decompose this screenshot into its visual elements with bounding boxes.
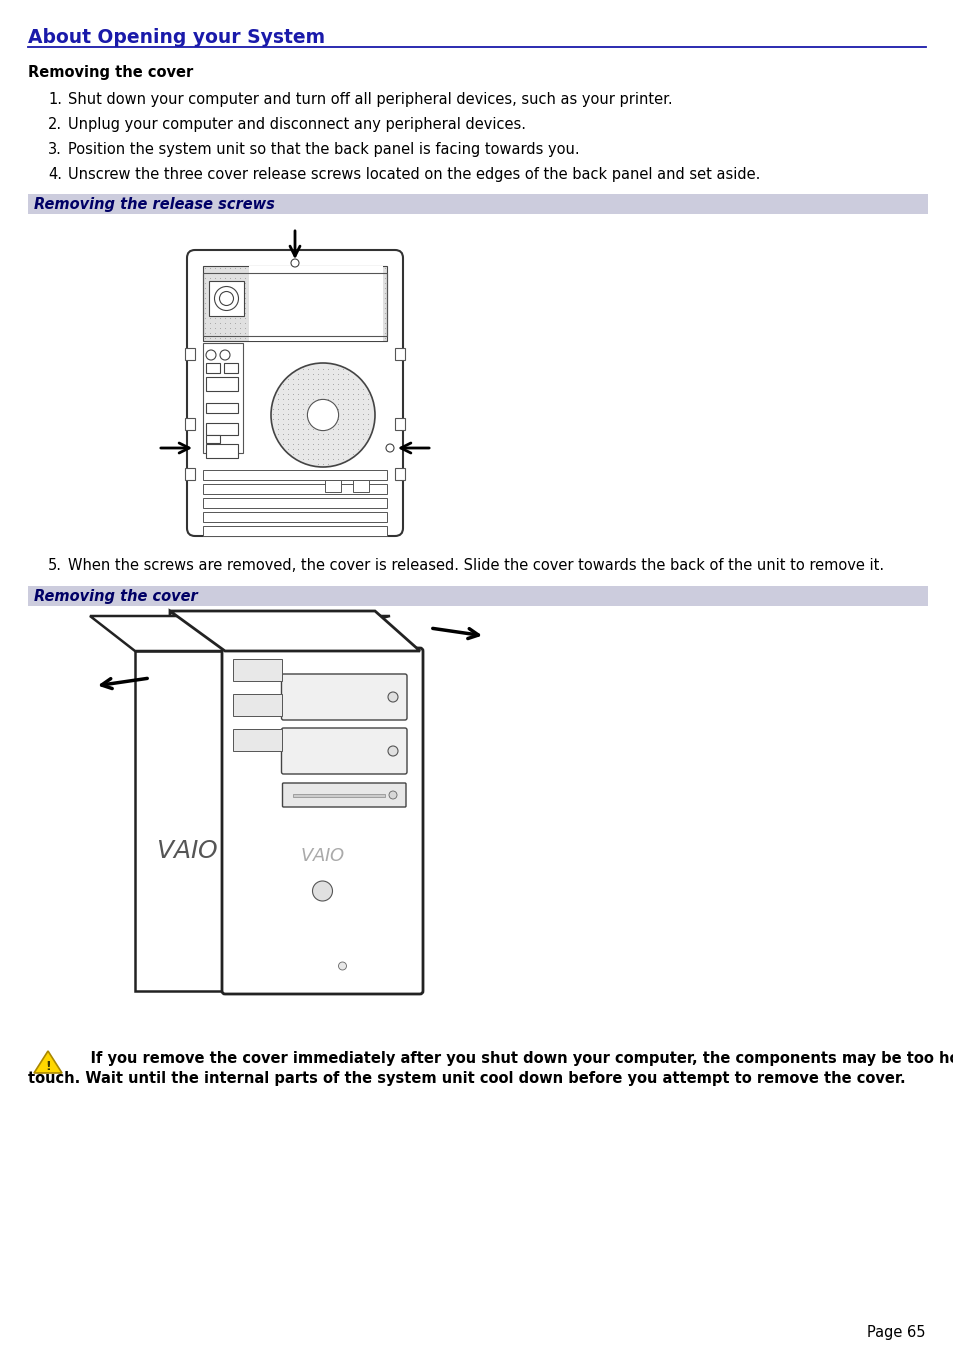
FancyBboxPatch shape: [281, 728, 407, 774]
Text: 4.: 4.: [48, 168, 62, 182]
Bar: [185, 349, 194, 359]
Bar: [203, 273, 387, 336]
Text: Unscrew the three cover release screws located on the edges of the back panel an: Unscrew the three cover release screws l…: [68, 168, 760, 182]
Bar: [353, 480, 369, 492]
Bar: [203, 526, 387, 536]
Bar: [206, 363, 220, 373]
FancyBboxPatch shape: [187, 250, 402, 536]
Text: !: !: [45, 1059, 51, 1073]
FancyBboxPatch shape: [282, 784, 406, 807]
Text: When the screws are removed, the cover is released. Slide the cover towards the : When the screws are removed, the cover i…: [68, 558, 883, 573]
Text: 2.: 2.: [48, 118, 62, 132]
Bar: [203, 470, 387, 480]
Circle shape: [389, 790, 396, 798]
Bar: [294, 794, 385, 797]
Bar: [395, 417, 405, 430]
Text: 1.: 1.: [48, 92, 62, 107]
Bar: [249, 276, 382, 336]
Bar: [325, 480, 340, 492]
Bar: [206, 444, 237, 458]
Polygon shape: [170, 611, 225, 992]
Bar: [203, 266, 387, 340]
Text: About Opening your System: About Opening your System: [28, 28, 325, 47]
Text: $\mathit{VAIO}$: $\mathit{VAIO}$: [299, 847, 345, 865]
Text: 3.: 3.: [48, 142, 62, 157]
Text: Removing the cover: Removing the cover: [28, 65, 193, 80]
Bar: [28, 586, 927, 607]
Text: Unplug your computer and disconnect any peripheral devices.: Unplug your computer and disconnect any …: [68, 118, 525, 132]
Bar: [395, 349, 405, 359]
Bar: [206, 403, 237, 413]
Bar: [28, 195, 927, 213]
Bar: [224, 363, 237, 373]
Bar: [233, 659, 281, 681]
Text: Removing the release screws: Removing the release screws: [34, 197, 274, 212]
Circle shape: [291, 259, 298, 267]
Bar: [185, 467, 194, 480]
Circle shape: [388, 746, 397, 757]
Bar: [206, 423, 237, 435]
Circle shape: [220, 350, 230, 359]
Text: Page 65: Page 65: [866, 1325, 925, 1340]
Bar: [233, 730, 281, 751]
Bar: [203, 499, 387, 508]
Text: If you remove the cover immediately after you shut down your computer, the compo: If you remove the cover immediately afte…: [70, 1051, 953, 1066]
Circle shape: [271, 363, 375, 467]
Bar: [206, 435, 220, 443]
Text: Position the system unit so that the back panel is facing towards you.: Position the system unit so that the bac…: [68, 142, 579, 157]
Circle shape: [214, 286, 238, 311]
Text: 5.: 5.: [48, 558, 62, 573]
Bar: [249, 266, 382, 340]
Bar: [185, 417, 194, 430]
FancyBboxPatch shape: [281, 674, 407, 720]
Polygon shape: [135, 651, 245, 992]
Polygon shape: [90, 616, 390, 651]
Circle shape: [307, 400, 338, 431]
Text: $\mathit{VAIO}$: $\mathit{VAIO}$: [156, 839, 218, 863]
Polygon shape: [34, 1051, 62, 1073]
Bar: [233, 694, 281, 716]
Bar: [395, 467, 405, 480]
Bar: [203, 512, 387, 521]
Circle shape: [313, 881, 333, 901]
Bar: [203, 484, 387, 494]
Bar: [203, 343, 243, 453]
Polygon shape: [170, 611, 419, 651]
Text: touch. Wait until the internal parts of the system unit cool down before you att: touch. Wait until the internal parts of …: [28, 1071, 904, 1086]
Bar: [209, 281, 244, 316]
Text: Shut down your computer and turn off all peripheral devices, such as your printe: Shut down your computer and turn off all…: [68, 92, 672, 107]
Circle shape: [338, 962, 346, 970]
Text: Removing the cover: Removing the cover: [34, 589, 197, 604]
Circle shape: [388, 692, 397, 703]
Circle shape: [206, 350, 215, 359]
Circle shape: [219, 292, 233, 305]
Circle shape: [386, 444, 394, 453]
FancyBboxPatch shape: [222, 648, 422, 994]
Bar: [206, 377, 237, 390]
